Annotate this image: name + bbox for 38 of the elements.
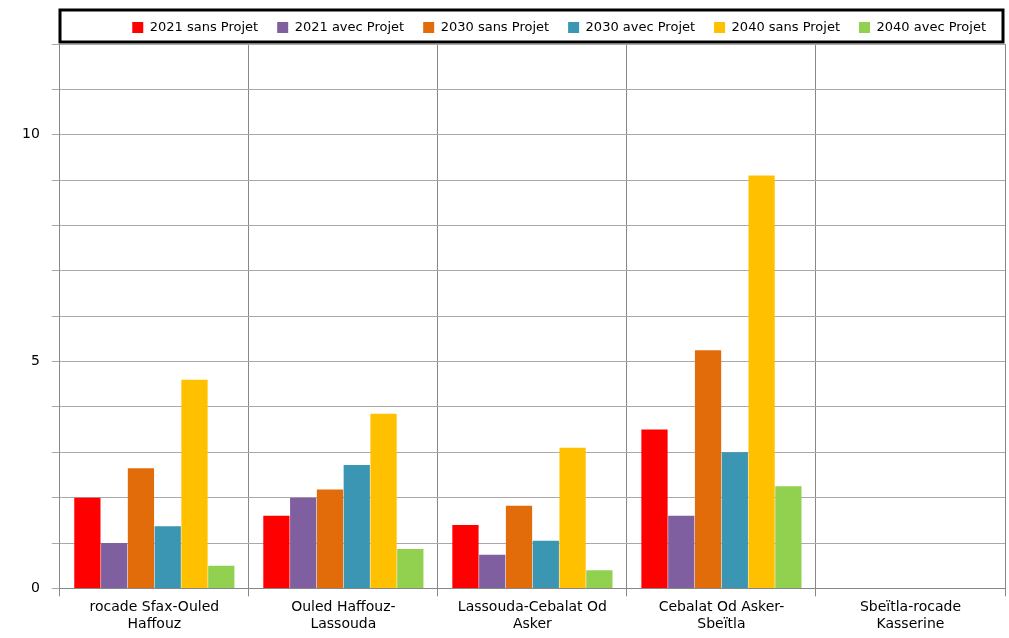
bar	[479, 554, 506, 588]
bar	[208, 565, 235, 588]
legend-label: 2030 sans Projet	[440, 18, 550, 34]
legend-label: 2040 avec Projet	[876, 18, 986, 34]
bar	[370, 413, 397, 588]
bar	[343, 465, 370, 588]
legend-label: 2030 avec Projet	[585, 18, 696, 34]
bar	[127, 468, 155, 588]
bar	[641, 429, 668, 588]
bar	[775, 486, 802, 588]
bar	[694, 350, 722, 588]
x-tick-label: rocade Sfax-Ouled Haffouz	[89, 598, 220, 632]
bar	[452, 524, 479, 588]
y-tick-label: 0	[30, 579, 40, 596]
bar	[263, 515, 290, 588]
bar	[748, 175, 775, 588]
y-tick-label: 10	[21, 125, 40, 142]
x-tick-label: Lassouda-Cebalat Od Asker	[457, 598, 607, 632]
legend-label: 2021 avec Projet	[294, 18, 405, 34]
bar	[586, 570, 613, 588]
bar	[532, 540, 559, 588]
x-tick-label: Cebalat Od Asker-Sbeïtla	[658, 598, 785, 632]
y-tick-label: 5	[30, 352, 40, 369]
legend-label: 2040 sans Projet	[731, 18, 841, 34]
bar	[74, 497, 101, 588]
bar	[505, 505, 533, 588]
bar	[721, 452, 748, 588]
x-tick-label: Sbeïtla-rocade Kasserine	[859, 598, 962, 632]
bar	[290, 497, 317, 588]
bar	[181, 379, 208, 588]
bar	[101, 543, 128, 588]
bar	[559, 447, 586, 588]
bar	[397, 548, 424, 588]
legend-label: 2021 sans Projet	[149, 18, 259, 34]
bar	[154, 526, 181, 588]
x-tick-label: Ouled Haffouz-Lassouda	[291, 598, 396, 632]
bar	[316, 489, 344, 588]
bar	[668, 515, 695, 588]
